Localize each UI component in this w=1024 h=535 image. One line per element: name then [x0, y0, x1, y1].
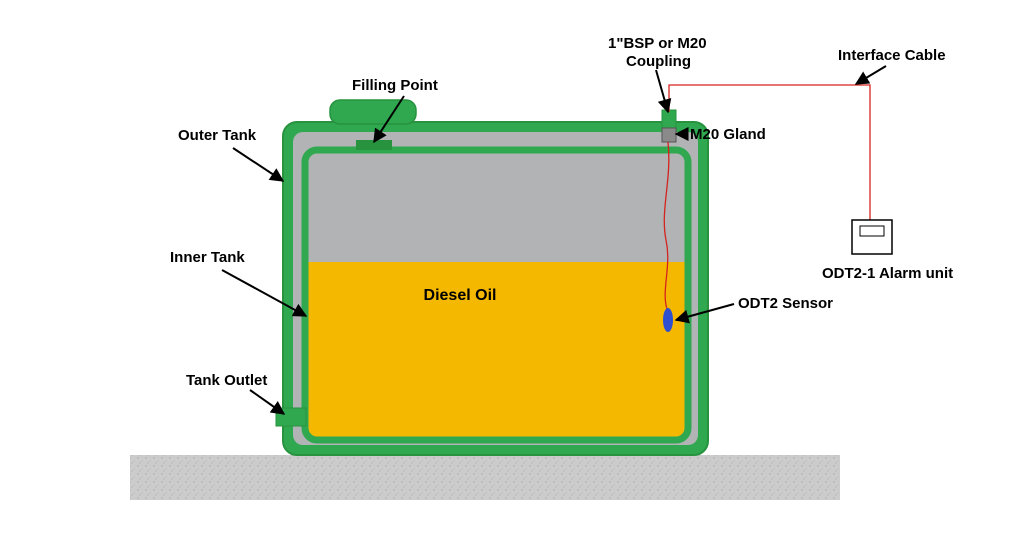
outer_tank-leader [233, 148, 283, 181]
odt2_sensor-label: ODT2 Sensor [738, 295, 833, 312]
filling-cap [330, 100, 416, 124]
alarm_unit-label: ODT2-1 Alarm unit [822, 265, 953, 282]
inner_tank-label: Inner Tank [170, 249, 245, 266]
coupling_l2-label: Coupling [626, 53, 691, 70]
m20_gland-label: M20 Gland [690, 126, 766, 143]
outer_tank-label: Outer Tank [178, 127, 257, 144]
diesel-oil-fill [305, 262, 688, 440]
coupling [662, 110, 676, 128]
tank_outlet-label: Tank Outlet [186, 372, 267, 389]
tank-diagram: Outer Tank Inner Tank Tank Outlet Filling P… [0, 0, 1024, 535]
tank_outlet-leader [250, 390, 284, 414]
interface_cable-label: Interface Cable [838, 47, 946, 64]
ground-slab [130, 455, 840, 500]
diesel-oil-label: Diesel Oil [424, 287, 497, 304]
coupling_l2-leader [656, 70, 668, 112]
alarm-unit [852, 220, 892, 254]
odt2-sensor [663, 308, 673, 332]
interface_cable-leader [856, 66, 886, 84]
coupling_l1-label: 1"BSP or M20 [608, 35, 707, 52]
filling_point-label: Filling Point [352, 77, 438, 94]
m20-gland [662, 128, 676, 142]
